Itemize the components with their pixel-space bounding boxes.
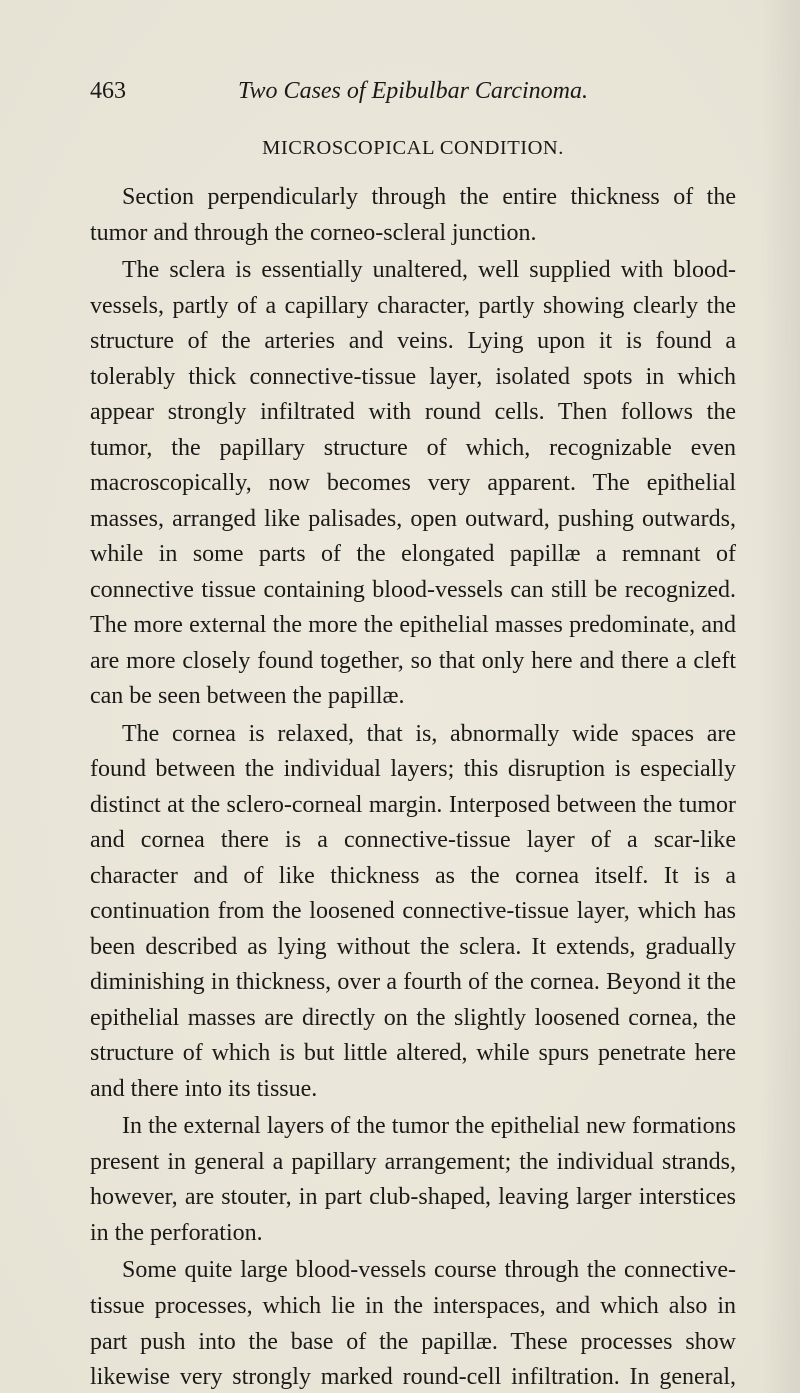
paragraph: Some quite large blood-vessels course th… [90, 1253, 736, 1393]
paragraph: Section perpendicularly through the enti… [90, 180, 736, 251]
section-title: MICROSCOPICAL CONDITION. [90, 137, 736, 160]
page-header: 463 Two Cases of Epibulbar Carcinoma. [90, 78, 736, 105]
body-text: Section perpendicularly through the enti… [90, 180, 736, 1393]
page-number: 463 [90, 78, 152, 105]
paragraph: In the external layers of the tumor the … [90, 1109, 736, 1251]
paragraph: The sclera is essentially unaltered, wel… [90, 253, 736, 715]
paragraph: The cornea is relaxed, that is, abnormal… [90, 717, 736, 1108]
page: 463 Two Cases of Epibulbar Carcinoma. MI… [0, 0, 800, 1393]
running-title: Two Cases of Epibulbar Carcinoma. [152, 78, 736, 105]
